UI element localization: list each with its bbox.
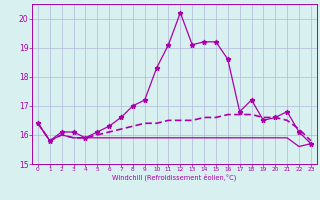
X-axis label: Windchill (Refroidissement éolien,°C): Windchill (Refroidissement éolien,°C) <box>112 174 236 181</box>
